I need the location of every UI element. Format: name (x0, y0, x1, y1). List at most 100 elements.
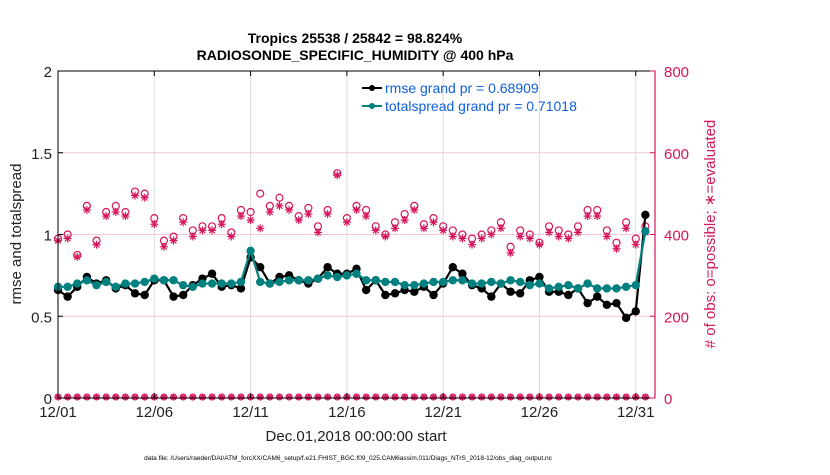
totalspread-point (477, 279, 486, 288)
y-right-tick-label: 400 (664, 228, 689, 245)
totalspread-point (583, 279, 592, 288)
obs-zero-evaluated-marker (208, 393, 216, 401)
y-right-ticks: 0 200 400 600 800 (650, 64, 689, 408)
totalspread-point (130, 279, 140, 288)
obs-zero-evaluated-marker (603, 393, 611, 401)
obs-zero-evaluated-marker (314, 393, 322, 401)
obs-evaluated-marker (554, 232, 563, 241)
obs-zero-evaluated-marker (526, 393, 534, 401)
totalspread-point (573, 284, 583, 293)
obs-evaluated-marker (352, 205, 361, 214)
totalspread-point (111, 282, 120, 292)
totalspread-point (101, 277, 111, 287)
obs-zero-evaluated-marker (112, 393, 120, 401)
totalspread-point (593, 284, 602, 293)
rmse-point (564, 290, 573, 300)
obs-zero-evaluated-marker (256, 393, 264, 401)
totalspread-point (564, 280, 573, 290)
obs-zero-evaluated-marker (545, 393, 553, 401)
y-left-tick-label: 0 (44, 391, 52, 408)
obs-zero-evaluated-marker (458, 393, 466, 401)
y-right-axis-label: # of obs: o=possible; ∗=evaluated (702, 120, 719, 349)
obs-evaluated-marker (477, 234, 486, 243)
totalspread-point (169, 276, 178, 285)
obs-evaluated-marker (159, 242, 168, 251)
obs-evaluated-marker (294, 216, 303, 225)
totalspread-point (342, 271, 352, 280)
obs-evaluated-marker (333, 171, 342, 180)
totalspread-point (544, 284, 554, 293)
totalspread-point (525, 280, 535, 290)
obs-evaluated-marker (631, 240, 640, 249)
rmse-point (602, 300, 612, 310)
obs-zero-evaluated-marker (295, 393, 303, 401)
obs-evaluated-marker (593, 212, 602, 221)
obs-evaluated-marker (583, 212, 592, 221)
totalspread-point (140, 277, 149, 287)
obs-evaluated-marker (246, 216, 255, 225)
obs-evaluated-marker (131, 191, 140, 200)
obs-evaluated-marker (102, 212, 111, 221)
y-left-tick-label: 2 (44, 64, 52, 81)
totalspread-point (438, 277, 448, 287)
obs-zero-evaluated-marker (227, 393, 235, 401)
rmse-point (487, 292, 496, 301)
rmse-point (429, 290, 438, 300)
obs-evaluated-marker (82, 205, 91, 214)
totalspread-point (371, 276, 380, 285)
obs-evaluated-marker (573, 228, 582, 237)
obs-evaluated-marker (236, 212, 245, 221)
x-tick-label: 12/06 (136, 404, 174, 421)
obs-zero-evaluated-marker (410, 393, 418, 401)
obs-zero-evaluated-marker (612, 393, 620, 401)
obs-zero-evaluated-marker (324, 393, 332, 401)
obs-evaluated-marker (63, 234, 72, 243)
obs-evaluated-marker (602, 232, 611, 241)
obs-evaluated-marker (111, 207, 120, 216)
obs-evaluated-marker (188, 232, 197, 241)
totalspread-point (304, 276, 313, 285)
obs-evaluated-marker (622, 224, 631, 233)
obs-evaluated-marker (535, 240, 544, 249)
obs-evaluated-marker (150, 220, 159, 229)
x-tick-label: 12/26 (521, 404, 559, 421)
x-tick-label: 12/01 (39, 404, 77, 421)
obs-zero-evaluated-marker (285, 393, 293, 401)
totalspread-point (178, 280, 188, 290)
rmse-point (323, 263, 332, 272)
obs-zero-evaluated-marker (507, 393, 515, 401)
totalspread-point (284, 276, 294, 285)
totalspread-point (487, 277, 496, 287)
obs-evaluated-marker (458, 234, 467, 243)
x-tick-label: 12/16 (328, 404, 366, 421)
obs-zero-evaluated-marker (73, 393, 81, 401)
obs-evaluated-marker (92, 240, 101, 249)
totalspread-point (467, 279, 477, 288)
y-left-axis-label: rmse and totalspread (8, 164, 25, 305)
totalspread-point (535, 279, 544, 288)
totalspread-point (294, 276, 303, 285)
obs-zero-evaluated-marker (584, 393, 592, 401)
obs-zero-evaluated-marker (275, 393, 283, 401)
totalspread-point (313, 274, 323, 283)
rmse-line (57, 214, 647, 320)
y-right-tick-label: 200 (664, 309, 689, 326)
obs-evaluated-marker (419, 224, 428, 233)
rmse-point (390, 289, 400, 298)
obs-zero-evaluated-marker (266, 393, 274, 401)
totalspread-point (73, 279, 82, 288)
obs-zero-evaluated-marker (179, 393, 187, 401)
rmse-point (207, 269, 217, 278)
totalspread-point (352, 269, 361, 278)
obs-possible-marker (275, 193, 284, 202)
rmse-point (631, 307, 640, 316)
obs-zero-evaluated-marker (93, 393, 101, 401)
obs-possible-marker (246, 207, 255, 217)
totalspread-point (641, 227, 650, 236)
totalspread-point (496, 279, 506, 288)
obs-zero-evaluated-marker (487, 393, 495, 401)
obs-evaluated-marker (612, 244, 621, 253)
totalspread-point (506, 276, 515, 285)
obs-zero-evaluated-marker (64, 393, 72, 401)
rmse-point (535, 272, 544, 282)
